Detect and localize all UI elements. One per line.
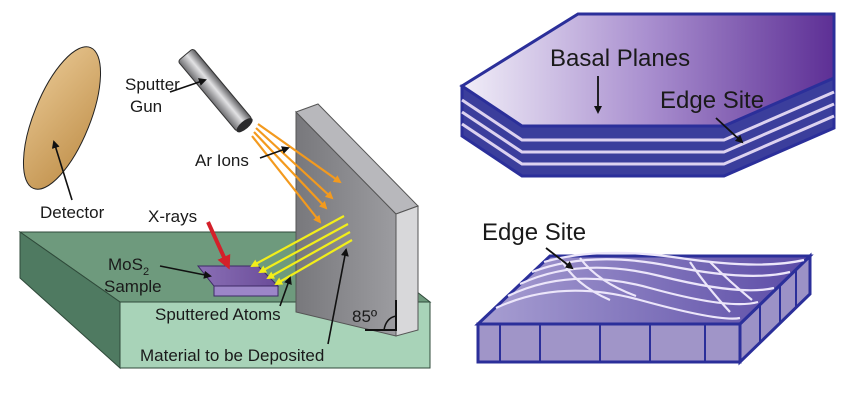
layer-stripe [461, 102, 835, 154]
material-label: Material to be Deposited [140, 346, 324, 365]
grain-line [709, 261, 753, 301]
edge-site-top-label: Edge Site [660, 87, 764, 114]
grain-line [543, 251, 805, 266]
detector [22, 46, 102, 190]
atom-beam [250, 215, 345, 267]
xrays-label: X-rays [148, 207, 197, 226]
edge-site-bottom-pointer [545, 247, 574, 270]
detector-label: Detector [40, 203, 105, 222]
layer-stripes [461, 90, 835, 166]
sample-pointer [159, 265, 212, 279]
ion-beam [251, 135, 322, 224]
edge-site-bottom-label: Edge Site [482, 219, 586, 246]
sputter-gun-label-1: Sputter [125, 75, 180, 94]
sputter-gun [178, 49, 253, 133]
mos2-sample [196, 265, 280, 297]
basal-plane-diagram: Basal Planes Edge Site [459, 12, 836, 178]
side-face-dividers [759, 270, 797, 343]
wall-side-edge [395, 205, 419, 337]
atom-beam [266, 231, 351, 279]
sample-subscript: 2 [143, 266, 149, 278]
sample-formula: MoS [108, 255, 143, 274]
deposition-setup: 85º Detector Sputter Gun Ar Ions MoS2 [18, 46, 432, 370]
grain-line [507, 277, 759, 306]
ion-beam [257, 123, 342, 184]
sample-word-label: Sample [104, 277, 162, 296]
top-basal-plane [459, 12, 836, 128]
material-pointer [327, 248, 349, 345]
ar-ion-beams [251, 123, 342, 224]
edge-site-diagram: Edge Site [474, 219, 814, 366]
layer-stripe [461, 90, 835, 142]
gun-barrel [178, 49, 252, 131]
grain-line [519, 266, 775, 292]
angle-marker [365, 300, 397, 331]
layer-stripe [461, 114, 835, 166]
sample-front [213, 285, 279, 297]
front-face-dividers [499, 324, 706, 362]
sputtered-atoms-pointer [279, 276, 292, 307]
ion-beam [255, 127, 334, 200]
sample-label: MoS2 [108, 255, 149, 278]
atom-beam [258, 223, 349, 273]
grain-line [689, 261, 731, 313]
grain-line [559, 257, 611, 302]
sputter-gun-pointer [169, 78, 207, 93]
grain-line [495, 289, 741, 320]
ar-ions-label: Ar Ions [195, 151, 249, 170]
detector-pointer [51, 140, 73, 201]
sputtered-atoms-label: Sputtered Atoms [155, 305, 281, 324]
gun-nozzle [236, 118, 253, 133]
grain-line [579, 257, 637, 298]
ar-ions-pointer [259, 146, 290, 159]
angle-label: 85º [352, 307, 377, 326]
sputter-gun-label-2: Gun [130, 97, 162, 116]
edge-site-top-pointer [715, 117, 744, 144]
block-top-face [474, 254, 814, 326]
ion-beam [253, 131, 328, 210]
angle-arc [383, 315, 397, 331]
grain-lines [495, 251, 805, 320]
deposition-wall [295, 103, 419, 337]
xray-beam [206, 221, 231, 270]
block-front-face [476, 322, 742, 364]
basal-planes-label: Basal Planes [550, 45, 690, 72]
